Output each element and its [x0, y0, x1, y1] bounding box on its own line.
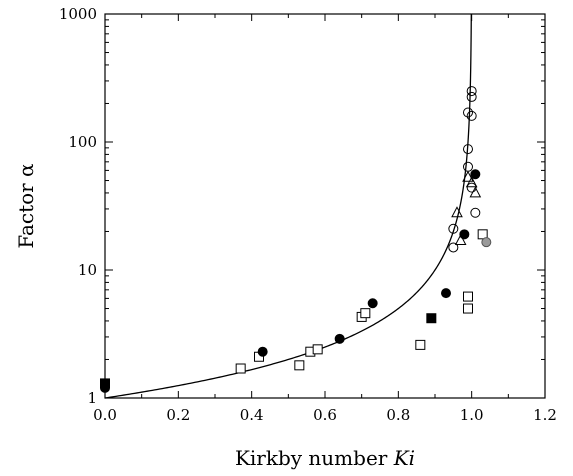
axis-ticks: 0.0 0.2 0.4 0.6 0.8 1.0 1.2 1 10 100 1000 [59, 5, 557, 424]
data-point-open-triangle [451, 206, 463, 218]
plot-frame [104, 13, 546, 399]
data-point-open-circle [466, 86, 477, 97]
x-axis-label-symbol: Ki [393, 446, 415, 470]
data-point-open-circle [466, 91, 477, 102]
x-tick-label: 0.6 [313, 406, 337, 424]
data-point-filled-circle [470, 169, 481, 180]
data-point-gray-circle [481, 237, 492, 248]
data-point-filled-circle [441, 288, 451, 299]
x-tick-label: 0.0 [93, 406, 117, 424]
data-point-open-square [294, 360, 305, 371]
data-point-open-square [312, 344, 323, 355]
data-point-open-triangle [462, 170, 474, 182]
y-tick-label: 10 [78, 261, 97, 279]
data-point-filled-circle [459, 229, 470, 240]
data-point-open-triangle [469, 186, 482, 198]
data-point-open-square [463, 291, 473, 302]
data-point-open-square [415, 339, 426, 350]
x-tick-label: 1.0 [460, 406, 484, 424]
data-point-open-triangle [454, 233, 467, 246]
data-point-open-circle [470, 207, 481, 218]
data-point-open-circle [448, 223, 459, 234]
data-point-filled-square [426, 313, 437, 324]
y-tick-label: 1 [87, 389, 97, 407]
data-point-filled-circle [257, 346, 268, 357]
data-point-open-circle [463, 144, 473, 155]
x-tick-label: 0.4 [240, 406, 264, 424]
data-point-open-circle [466, 110, 477, 121]
x-axis-label-text: Kirkby number [235, 446, 388, 470]
x-tick-label: 1.2 [533, 406, 557, 424]
data-point-open-circle [466, 182, 477, 193]
data-point-open-square [360, 308, 371, 319]
y-axis-label: Factor α [14, 163, 38, 248]
data-points [100, 86, 492, 393]
x-axis-label: Kirkby number Ki [235, 446, 415, 470]
data-point-open-triangle [465, 176, 478, 188]
data-point-open-square [235, 363, 246, 374]
data-point-open-square [463, 303, 473, 314]
data-point-filled-circle [334, 333, 345, 344]
data-point-open-circle [463, 161, 473, 172]
data-point-filled-circle [100, 382, 110, 393]
data-point-open-circle [463, 107, 473, 118]
data-point-filled-circle [367, 298, 378, 309]
y-tick-label: 1000 [59, 5, 97, 23]
x-tick-label: 0.8 [386, 406, 410, 424]
x-tick-label: 0.2 [166, 406, 190, 424]
data-point-open-circle [448, 242, 459, 253]
y-tick-label: 100 [68, 133, 97, 151]
